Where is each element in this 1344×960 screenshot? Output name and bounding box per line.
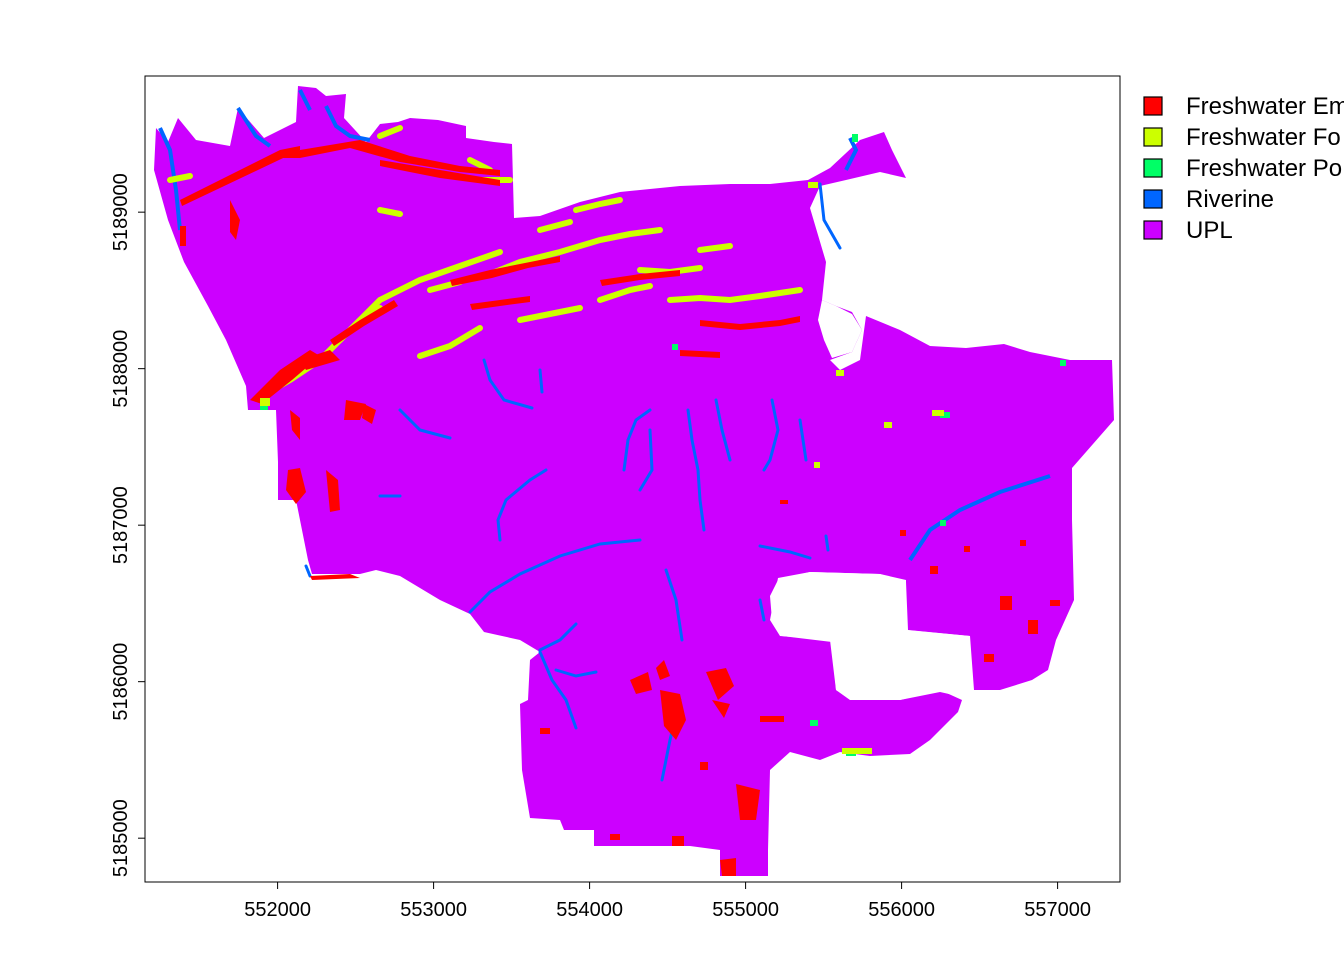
y-tick-label: 5185000 — [110, 799, 132, 877]
legend-label: Freshwater Po — [1186, 155, 1342, 182]
x-tick-label: 555000 — [712, 899, 779, 921]
legend-label: Riverine — [1186, 186, 1274, 213]
legend-label: UPL — [1186, 217, 1233, 244]
y-tick-label: 5186000 — [110, 643, 132, 721]
legend-swatch — [1143, 158, 1163, 178]
x-tick-label: 556000 — [868, 899, 935, 921]
hole-north — [818, 300, 862, 358]
freshwater-emergent-patches — [180, 140, 1060, 876]
freshwater-forested-patches — [260, 182, 944, 754]
y-axis: 5185000 5186000 5187000 5188000 5189000 — [110, 173, 146, 877]
upl-region — [154, 86, 1114, 876]
legend-label: Freshwater Em — [1186, 93, 1344, 120]
x-tick-label: 552000 — [244, 899, 311, 921]
y-tick-label: 5188000 — [110, 330, 132, 408]
legend-swatch — [1143, 189, 1163, 209]
riverine-margin — [158, 89, 1051, 562]
raster-layer — [154, 86, 1114, 876]
legend-swatch — [1143, 96, 1163, 116]
y-tick-label: 5187000 — [110, 486, 132, 564]
x-tick-label: 557000 — [1024, 899, 1091, 921]
riverine-streams — [304, 182, 842, 782]
x-axis: 552000 553000 554000 555000 556000 557000 — [244, 881, 1091, 921]
y-tick-label: 5189000 — [110, 173, 132, 251]
x-tick-label: 553000 — [400, 899, 467, 921]
x-tick-label: 554000 — [556, 899, 623, 921]
legend-swatch — [1143, 220, 1163, 240]
legend-label: Freshwater Fo — [1186, 124, 1341, 151]
hole-east — [770, 572, 970, 700]
legend-swatch — [1143, 127, 1163, 147]
legend: Freshwater Em Freshwater Fo Freshwater Po R… — [1143, 93, 1344, 244]
